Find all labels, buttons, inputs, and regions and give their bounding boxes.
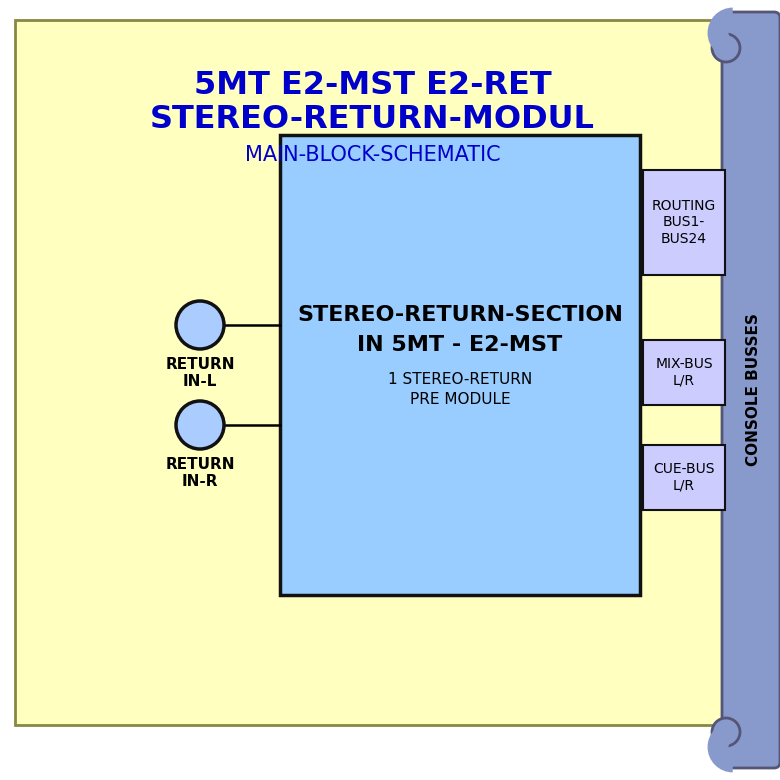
Text: RETURN
IN-L: RETURN IN-L (165, 357, 235, 389)
FancyBboxPatch shape (722, 12, 780, 768)
Text: 1 STEREO-RETURN: 1 STEREO-RETURN (388, 373, 532, 388)
Text: 5MT E2-MST E2-RET: 5MT E2-MST E2-RET (193, 69, 551, 101)
Text: PRE MODULE: PRE MODULE (410, 392, 510, 407)
Text: MAIN-BLOCK-SCHEMATIC: MAIN-BLOCK-SCHEMATIC (245, 145, 500, 165)
Text: RETURN
IN-R: RETURN IN-R (165, 457, 235, 489)
Text: MIX-BUS
L/R: MIX-BUS L/R (655, 357, 713, 388)
Circle shape (176, 301, 224, 349)
FancyBboxPatch shape (643, 170, 725, 275)
FancyBboxPatch shape (643, 445, 725, 510)
Text: STEREO-RETURN-SECTION: STEREO-RETURN-SECTION (297, 305, 623, 325)
Text: CONSOLE BUSSES: CONSOLE BUSSES (746, 314, 760, 466)
FancyBboxPatch shape (643, 340, 725, 405)
Circle shape (176, 401, 224, 449)
FancyBboxPatch shape (280, 135, 640, 595)
Text: ROUTING
BUS1-
BUS24: ROUTING BUS1- BUS24 (652, 200, 716, 246)
Circle shape (712, 34, 740, 62)
FancyBboxPatch shape (15, 20, 730, 725)
Text: CUE-BUS
L/R: CUE-BUS L/R (654, 463, 714, 493)
Circle shape (712, 718, 740, 746)
Text: STEREO-RETURN-MODUL: STEREO-RETURN-MODUL (150, 105, 595, 136)
Text: IN 5MT - E2-MST: IN 5MT - E2-MST (357, 335, 562, 355)
